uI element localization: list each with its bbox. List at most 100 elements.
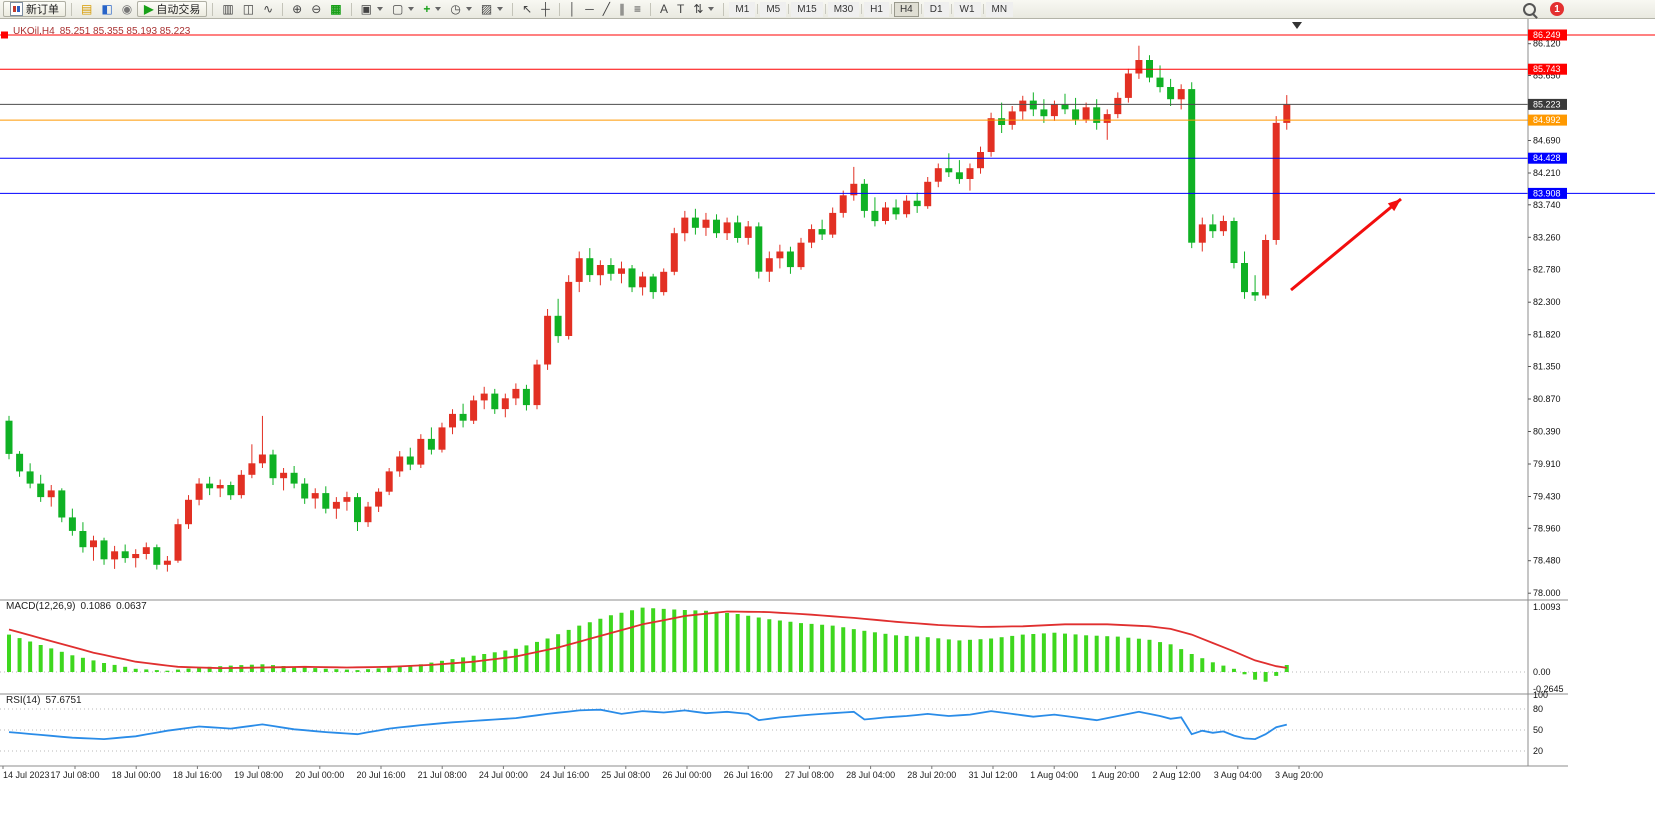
chart-profiles-button[interactable]: ▢: [388, 1, 418, 17]
timeframe-button-m15[interactable]: M15: [791, 1, 823, 17]
candle-body: [142, 547, 150, 554]
new-chart-icon: ▣: [360, 2, 372, 16]
rsi-scale-label: 20: [1533, 746, 1543, 756]
chart-shift-marker[interactable]: [1292, 22, 1302, 29]
time-label: 28 Jul 04:00: [846, 770, 895, 780]
annotation-arrow[interactable]: [1290, 195, 1404, 292]
macd-panel: [0, 607, 1528, 682]
price-scale[interactable]: 86.120 85.650 84.690 84.210 83.740 83.260 82.7…: [1528, 29, 1567, 757]
timeframe-button-w1[interactable]: W1: [953, 1, 981, 17]
candle-body: [544, 315, 552, 365]
timeframe-button-m1[interactable]: M1: [729, 1, 756, 17]
candle-body: [417, 438, 425, 465]
periods-button[interactable]: ◷: [446, 1, 475, 17]
candle-body: [892, 207, 900, 215]
zoom-out-button[interactable]: ⊖: [307, 1, 325, 17]
timeframe-button-h4[interactable]: H4: [893, 1, 919, 17]
time-label: 2 Aug 12:00: [1153, 770, 1201, 780]
new-order-button[interactable]: 新订单: [3, 1, 66, 17]
timeframe-button-h1[interactable]: H1: [864, 1, 889, 17]
candle-body: [1061, 104, 1069, 110]
cursor-button[interactable]: ↖: [518, 1, 536, 17]
candle-body: [216, 485, 224, 489]
text-tool-button[interactable]: A: [656, 1, 672, 17]
channel-button[interactable]: ∥: [615, 1, 629, 17]
candlestick-chart-button[interactable]: ◫: [239, 1, 258, 17]
timeframe-button-m30[interactable]: M30: [827, 1, 860, 17]
cursor-icon: ↖: [522, 2, 533, 16]
time-axis[interactable]: 14 Jul 2023 17 Jul 08:00 18 Jul 00:00 18 Ju…: [2, 766, 1323, 780]
candle-body: [237, 474, 245, 496]
crosshair-button[interactable]: ┼: [537, 1, 554, 17]
candle-body: [1029, 100, 1037, 110]
trendline-button[interactable]: ╱: [599, 1, 614, 17]
auto-trading-label: 自动交易: [156, 4, 201, 16]
price-marker-value: 84.428: [1533, 153, 1561, 163]
new-order-icon: [10, 2, 23, 16]
tile-windows-button[interactable]: ▦: [326, 1, 345, 17]
toolbar-right-icons: 1: [1519, 1, 1564, 17]
bar-chart-button[interactable]: ▥: [218, 1, 237, 17]
price-marker-box: [1528, 98, 1567, 110]
broadcast-icon: ◉: [121, 2, 133, 16]
separator: [890, 4, 892, 14]
line-chart-button[interactable]: ∿: [259, 1, 277, 17]
tile-windows-icon: ▦: [330, 2, 342, 16]
auto-trading-button[interactable]: ▶ 自动交易: [137, 1, 208, 17]
community-button[interactable]: ◧: [97, 1, 116, 17]
time-label: 19 Jul 08:00: [234, 770, 283, 780]
candle-body: [1019, 100, 1027, 112]
time-label: 25 Jul 08:00: [601, 770, 650, 780]
label-tool-icon: T: [677, 2, 685, 16]
notification-badge[interactable]: 1: [1550, 2, 1564, 16]
zoom-in-button[interactable]: ⊕: [288, 1, 306, 17]
line-chart-icon: ∿: [263, 2, 274, 16]
new-chart-button[interactable]: ▣: [357, 1, 387, 17]
separator: [788, 4, 790, 14]
candle-body: [1082, 107, 1090, 120]
time-label: 1 Aug 20:00: [1091, 770, 1139, 780]
candle-body: [934, 168, 942, 182]
fibonacci-button[interactable]: ≡: [630, 1, 645, 17]
search-icon: [1523, 2, 1536, 16]
candle-body: [628, 268, 636, 288]
add-indicator-icon: +: [423, 2, 431, 16]
candle-body: [121, 551, 129, 559]
candle-body: [723, 222, 731, 234]
templates-button[interactable]: ▨: [477, 1, 507, 17]
time-label: 14 Jul 2023: [3, 770, 50, 780]
candle-body: [681, 217, 689, 234]
horizontal-line-button[interactable]: ─: [581, 1, 598, 17]
candle-body: [1124, 73, 1132, 98]
candle-body: [258, 454, 266, 464]
vertical-line-button[interactable]: │: [565, 1, 581, 17]
broadcast-button[interactable]: ◉: [118, 1, 136, 17]
line-selection-handle[interactable]: [1, 31, 8, 39]
market-watch-button[interactable]: ▤: [77, 1, 96, 17]
separator: [512, 2, 514, 16]
label-tool-button[interactable]: T: [673, 1, 688, 17]
candle-body: [818, 229, 826, 235]
candle-body: [755, 226, 763, 272]
time-label: 21 Jul 08:00: [418, 770, 467, 780]
candle-body: [364, 506, 372, 523]
rsi-value: 57.6751: [45, 695, 82, 706]
timeframe-button-m5[interactable]: M5: [760, 1, 787, 17]
price-marker-value: 86.249: [1533, 30, 1561, 40]
search-button[interactable]: [1519, 1, 1540, 17]
macd-signal-value: 0.0637: [116, 601, 147, 612]
indicators-button[interactable]: +: [419, 1, 445, 17]
candle-body: [90, 540, 97, 548]
timeframe-toolbar: M1 M5 M15 M30 H1 H4 D1 W1 MN: [729, 1, 1014, 17]
symbol-name: UKOil,H4: [13, 26, 55, 37]
timeframe-button-d1[interactable]: D1: [923, 1, 949, 17]
candle-body: [1103, 114, 1111, 123]
chart-plot-area[interactable]: [5, 45, 1291, 572]
candle-body: [1219, 221, 1227, 232]
price-marker-box: [1528, 187, 1567, 199]
new-order-label: 新订单: [26, 4, 59, 16]
timeframe-button-mn[interactable]: MN: [985, 1, 1014, 17]
candle-body: [449, 413, 456, 428]
arrows-tool-button[interactable]: ⇅: [689, 1, 718, 17]
templates-icon: ▨: [480, 2, 493, 16]
